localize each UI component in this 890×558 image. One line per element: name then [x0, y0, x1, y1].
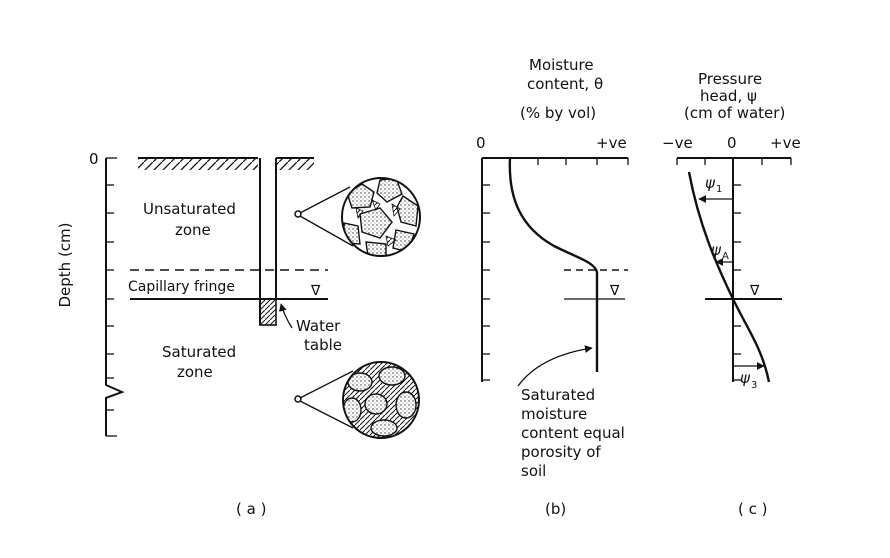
saturation-note-3: content equal — [521, 424, 625, 442]
moisture-axis-min: 0 — [476, 134, 486, 152]
psi1-subscript: 1 — [716, 184, 722, 195]
saturated-zone-label-2: zone — [177, 363, 213, 381]
caption-a: ( a ) — [236, 500, 266, 518]
pressure-axis-max: +ve — [770, 134, 801, 152]
saturation-pointer — [517, 345, 593, 387]
moisture-content-curve — [508, 157, 599, 372]
water-table-label-2: table — [304, 336, 342, 354]
depth-axis — [105, 158, 125, 436]
depth-zero-label: 0 — [89, 150, 99, 168]
caption-c: ( c ) — [738, 500, 768, 518]
water-table-pointer — [279, 303, 293, 329]
saturation-note-5: soil — [521, 462, 546, 480]
psiA-symbol: ψ — [711, 241, 722, 259]
pressure-head-curve — [687, 171, 771, 383]
saturation-note-2: moisture — [521, 405, 587, 423]
moisture-ticks — [482, 158, 629, 381]
saturation-note-1: Saturated — [521, 386, 595, 404]
water-table-symbol-a: ∇ — [310, 283, 321, 299]
water-table-symbol-b: ∇ — [609, 283, 620, 299]
moisture-title-2: content, θ — [527, 75, 603, 93]
well-screen — [259, 298, 277, 326]
pressure-title-3: (cm of water) — [684, 104, 785, 122]
capillary-fringe-label: Capillary fringe — [128, 279, 235, 295]
unsaturated-zone-label-1: Unsaturated — [143, 200, 236, 218]
saturated-zone-label-1: Saturated — [162, 343, 236, 361]
depth-ticks — [106, 157, 117, 437]
psi1-label: ψ 1 — [705, 174, 722, 195]
saturated-pore-magnifier — [294, 361, 420, 439]
saturation-note-4: porosity of — [521, 443, 601, 461]
psi3-symbol: ψ — [740, 369, 751, 387]
moisture-title-3: (% by vol) — [520, 104, 596, 122]
pressure-ticks — [676, 158, 792, 381]
water-table-label-1: Water — [296, 317, 341, 335]
panel-b: Moisture content, θ (% by vol) 0 +ve ∇ S… — [476, 56, 629, 518]
psi1-symbol: ψ — [705, 174, 716, 192]
panel-a: Depth (cm) 0 — [56, 150, 421, 518]
unsaturated-pore-magnifier — [294, 177, 421, 257]
depth-axis-label: Depth (cm) — [56, 222, 74, 307]
water-table-symbol-c: ∇ — [749, 283, 760, 299]
psiA-label: ψ A — [711, 241, 729, 262]
pressure-title-2: head, ψ — [700, 87, 757, 105]
ground-surface — [138, 157, 314, 170]
unsaturated-zone-label-2: zone — [175, 221, 211, 239]
pressure-axis-zero: 0 — [727, 134, 737, 152]
psi3-label: ψ 3 — [740, 369, 757, 391]
psiA-subscript: A — [722, 251, 729, 262]
pressure-title-1: Pressure — [698, 70, 762, 88]
caption-b: (b) — [545, 500, 566, 518]
psi3-subscript: 3 — [751, 380, 757, 391]
panel-c: Pressure head, ψ (cm of water) −ve 0 +ve… — [662, 70, 801, 518]
moisture-axis-max: +ve — [596, 134, 627, 152]
moisture-title-1: Moisture — [529, 56, 594, 74]
pressure-axis-min: −ve — [662, 134, 693, 152]
